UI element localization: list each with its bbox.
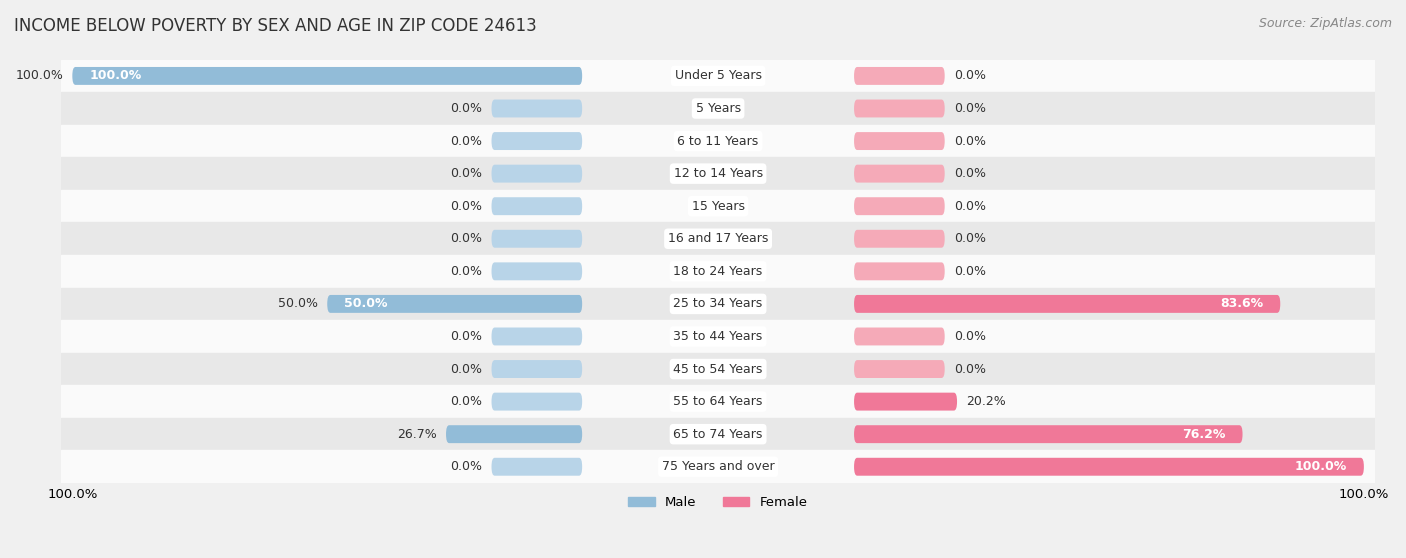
- FancyBboxPatch shape: [853, 295, 1281, 313]
- Bar: [60, 92, 1375, 125]
- Text: INCOME BELOW POVERTY BY SEX AND AGE IN ZIP CODE 24613: INCOME BELOW POVERTY BY SEX AND AGE IN Z…: [14, 17, 537, 35]
- Text: 83.6%: 83.6%: [1220, 297, 1263, 310]
- Text: 0.0%: 0.0%: [953, 232, 986, 246]
- Text: 5 Years: 5 Years: [696, 102, 741, 115]
- Text: 45 to 54 Years: 45 to 54 Years: [673, 363, 763, 376]
- Text: 100.0%: 100.0%: [90, 69, 142, 83]
- Text: Under 5 Years: Under 5 Years: [675, 69, 762, 83]
- Text: 65 to 74 Years: 65 to 74 Years: [673, 427, 763, 441]
- Text: 0.0%: 0.0%: [953, 167, 986, 180]
- Text: 0.0%: 0.0%: [953, 363, 986, 376]
- Text: 0.0%: 0.0%: [450, 460, 482, 473]
- FancyBboxPatch shape: [853, 262, 945, 280]
- Text: 0.0%: 0.0%: [953, 265, 986, 278]
- FancyBboxPatch shape: [492, 360, 582, 378]
- Bar: [60, 353, 1375, 386]
- Text: 0.0%: 0.0%: [450, 134, 482, 147]
- Text: 0.0%: 0.0%: [953, 330, 986, 343]
- FancyBboxPatch shape: [853, 67, 945, 85]
- Text: 0.0%: 0.0%: [450, 265, 482, 278]
- Text: 55 to 64 Years: 55 to 64 Years: [673, 395, 763, 408]
- FancyBboxPatch shape: [492, 458, 582, 476]
- FancyBboxPatch shape: [853, 393, 957, 411]
- Text: 100.0%: 100.0%: [1295, 460, 1347, 473]
- FancyBboxPatch shape: [853, 230, 945, 248]
- Bar: [60, 223, 1375, 255]
- Text: 0.0%: 0.0%: [953, 200, 986, 213]
- FancyBboxPatch shape: [492, 230, 582, 248]
- FancyBboxPatch shape: [492, 99, 582, 117]
- FancyBboxPatch shape: [492, 328, 582, 345]
- Text: 35 to 44 Years: 35 to 44 Years: [673, 330, 762, 343]
- FancyBboxPatch shape: [492, 262, 582, 280]
- FancyBboxPatch shape: [853, 425, 1243, 443]
- Text: 0.0%: 0.0%: [450, 232, 482, 246]
- Text: 75 Years and over: 75 Years and over: [662, 460, 775, 473]
- FancyBboxPatch shape: [853, 99, 945, 117]
- Text: Source: ZipAtlas.com: Source: ZipAtlas.com: [1258, 17, 1392, 30]
- Text: 100.0%: 100.0%: [15, 69, 63, 83]
- Text: 50.0%: 50.0%: [278, 297, 318, 310]
- Bar: [60, 255, 1375, 287]
- Text: 0.0%: 0.0%: [450, 395, 482, 408]
- Text: 0.0%: 0.0%: [450, 363, 482, 376]
- FancyBboxPatch shape: [492, 132, 582, 150]
- FancyBboxPatch shape: [446, 425, 582, 443]
- Text: 15 Years: 15 Years: [692, 200, 745, 213]
- Bar: [60, 125, 1375, 157]
- Text: 0.0%: 0.0%: [953, 69, 986, 83]
- Text: 25 to 34 Years: 25 to 34 Years: [673, 297, 762, 310]
- Bar: [60, 190, 1375, 223]
- FancyBboxPatch shape: [492, 197, 582, 215]
- Text: 26.7%: 26.7%: [398, 427, 437, 441]
- Text: 20.2%: 20.2%: [966, 395, 1005, 408]
- FancyBboxPatch shape: [492, 165, 582, 182]
- Text: 76.2%: 76.2%: [1182, 427, 1226, 441]
- Text: 0.0%: 0.0%: [450, 167, 482, 180]
- Bar: [60, 60, 1375, 92]
- Text: 0.0%: 0.0%: [450, 330, 482, 343]
- Text: 18 to 24 Years: 18 to 24 Years: [673, 265, 762, 278]
- FancyBboxPatch shape: [492, 393, 582, 411]
- FancyBboxPatch shape: [72, 67, 582, 85]
- Text: 0.0%: 0.0%: [450, 200, 482, 213]
- FancyBboxPatch shape: [853, 328, 945, 345]
- FancyBboxPatch shape: [853, 360, 945, 378]
- Bar: [60, 418, 1375, 450]
- FancyBboxPatch shape: [853, 132, 945, 150]
- FancyBboxPatch shape: [328, 295, 582, 313]
- FancyBboxPatch shape: [853, 458, 1364, 476]
- Text: 0.0%: 0.0%: [953, 134, 986, 147]
- Text: 0.0%: 0.0%: [953, 102, 986, 115]
- Text: 6 to 11 Years: 6 to 11 Years: [678, 134, 759, 147]
- Bar: [60, 287, 1375, 320]
- Text: 12 to 14 Years: 12 to 14 Years: [673, 167, 762, 180]
- Legend: Male, Female: Male, Female: [623, 491, 813, 514]
- Bar: [60, 157, 1375, 190]
- Bar: [60, 320, 1375, 353]
- FancyBboxPatch shape: [853, 165, 945, 182]
- Text: 0.0%: 0.0%: [450, 102, 482, 115]
- Bar: [60, 386, 1375, 418]
- Bar: [60, 450, 1375, 483]
- Text: 50.0%: 50.0%: [344, 297, 388, 310]
- FancyBboxPatch shape: [853, 197, 945, 215]
- Text: 16 and 17 Years: 16 and 17 Years: [668, 232, 768, 246]
